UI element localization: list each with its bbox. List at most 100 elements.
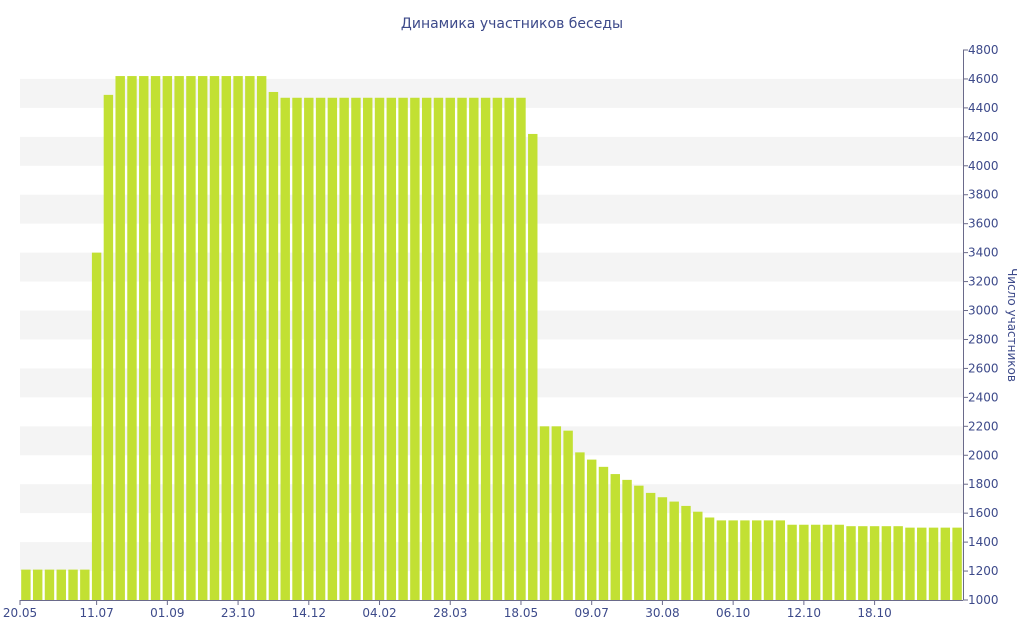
bar (492, 97, 503, 601)
bar (858, 526, 868, 600)
bar (139, 76, 149, 601)
bar (68, 569, 78, 600)
bar (80, 569, 90, 600)
bar (504, 97, 514, 601)
bar (893, 526, 903, 600)
bar (728, 520, 738, 600)
bar (91, 252, 102, 600)
bar (421, 97, 432, 601)
bar (905, 527, 915, 600)
y-tick-label: 1200 (968, 564, 999, 578)
bar (704, 517, 715, 600)
bar (622, 479, 632, 600)
grid-band (20, 484, 963, 514)
bar (433, 97, 444, 601)
bar (457, 97, 467, 601)
bar (292, 97, 302, 601)
bar (150, 76, 161, 601)
y-tick-label: 3000 (968, 304, 999, 318)
bar (917, 527, 927, 600)
y-tick-label: 4400 (968, 101, 999, 115)
bar (787, 524, 797, 600)
bar (256, 76, 267, 601)
y-tick-label: 4600 (968, 72, 999, 86)
x-tick-label: 06.10 (716, 606, 750, 620)
y-tick-label: 3400 (968, 246, 999, 260)
grid-band (20, 252, 963, 282)
bar (44, 569, 55, 600)
bar (563, 430, 573, 600)
x-ticks: 20.05 11.07 01.09 23.10 14.12 04.02 28.03 18.05… (3, 600, 892, 620)
y-tick-label: 2600 (968, 361, 999, 375)
x-tick-label: 18.05 (504, 606, 538, 620)
grid-band (20, 368, 963, 398)
bar (799, 524, 809, 600)
y-tick-label: 2000 (968, 448, 999, 462)
bar (103, 94, 114, 601)
bar (127, 76, 137, 601)
x-tick-label: 14.12 (292, 606, 326, 620)
bar (315, 97, 326, 601)
bars (21, 76, 962, 601)
bar (669, 501, 679, 600)
bar (280, 97, 290, 601)
bar (846, 526, 856, 600)
bar (752, 520, 762, 600)
bar (598, 466, 609, 600)
x-tick-label: 20.05 (3, 606, 37, 620)
bar (21, 569, 31, 600)
x-tick-label: 23.10 (221, 606, 255, 620)
bar (539, 426, 550, 600)
bar (681, 505, 691, 600)
bar (374, 97, 385, 601)
x-tick-label: 12.10 (787, 606, 821, 620)
bar (810, 524, 821, 600)
bar (869, 526, 880, 600)
bar (551, 426, 562, 600)
grid-band (20, 78, 963, 108)
y-tick-label: 1000 (968, 593, 999, 607)
bar (233, 76, 243, 601)
bar (162, 76, 173, 601)
bar (386, 97, 397, 601)
bar (32, 569, 43, 600)
y-tick-label: 2800 (968, 332, 999, 346)
bar (940, 527, 951, 600)
bar (775, 520, 786, 600)
bar (528, 133, 538, 600)
bar (693, 511, 703, 600)
bar (339, 97, 349, 601)
bar (221, 76, 231, 601)
grid-band (20, 426, 963, 456)
bar (480, 97, 491, 601)
bar (469, 97, 479, 601)
grid-band (20, 136, 963, 166)
bar (657, 497, 668, 600)
bar (822, 524, 833, 600)
x-tick-label: 01.09 (150, 606, 184, 620)
x-tick-label: 28.03 (433, 606, 467, 620)
y-tick-label: 2400 (968, 390, 999, 404)
x-tick-label: 30.08 (645, 606, 679, 620)
bar (645, 492, 656, 600)
x-tick-label: 09.07 (575, 606, 609, 620)
chart-title: Динамика участников беседы (401, 16, 623, 32)
y-axis-label: Число участников (1005, 268, 1019, 382)
bar (516, 97, 526, 601)
y-tick-label: 3200 (968, 275, 999, 289)
grid-bands (20, 78, 963, 572)
bar (575, 452, 585, 600)
grid-band (20, 542, 963, 572)
y-tick-label: 1400 (968, 535, 999, 549)
bar (351, 97, 361, 601)
y-tick-label: 3600 (968, 217, 999, 231)
bar (327, 97, 338, 601)
bar (445, 97, 455, 601)
y-tick-label: 3800 (968, 188, 999, 202)
y-ticks: 1000 1200 1400 1600 1800 2000 2200 2400 2600 2800… (963, 43, 999, 607)
bar (410, 97, 420, 601)
bar (174, 76, 184, 601)
bar (363, 97, 373, 601)
bar (952, 527, 962, 600)
